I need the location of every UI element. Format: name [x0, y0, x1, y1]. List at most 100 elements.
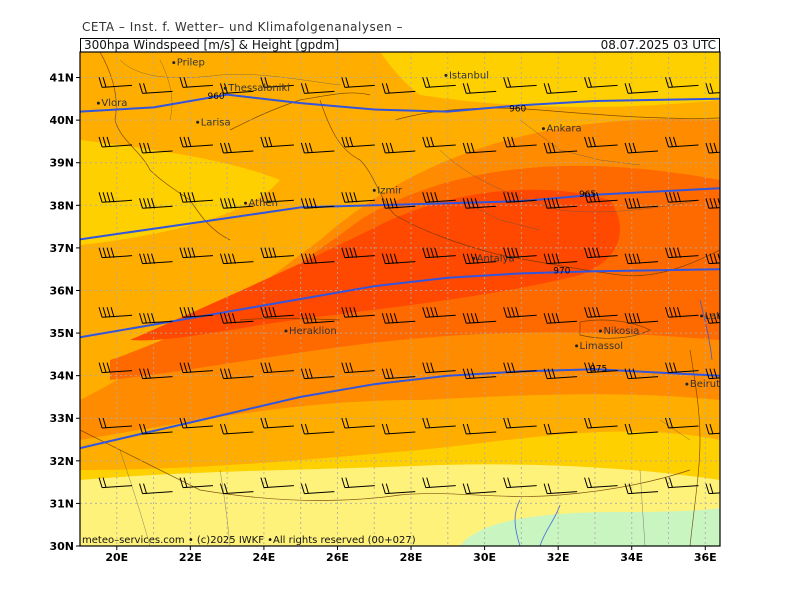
- city-marker: [284, 329, 288, 333]
- wind-barb: [624, 142, 659, 154]
- wind-barb: [260, 136, 294, 148]
- city-marker: [196, 120, 200, 124]
- wind-barb: [584, 307, 618, 318]
- wind-barb: [300, 83, 335, 94]
- city-marker: [223, 86, 227, 90]
- header-valid-time: 08.07.2025 03 UTC: [600, 38, 716, 52]
- wind-barb: [98, 136, 133, 148]
- lon-tick-label: 30E: [473, 551, 496, 564]
- wind-barb: [503, 136, 537, 148]
- wind-barb: [422, 136, 456, 148]
- wind-barb: [543, 368, 578, 380]
- wind-barb: [139, 83, 173, 94]
- wind-barb: [665, 247, 699, 259]
- city-label: Athen: [249, 198, 278, 209]
- wind-band-red-orange: [130, 189, 620, 341]
- city-marker: [685, 382, 689, 386]
- city-labels: Prilep Thessaloniki Vlora Larisa Istanbul Ank…: [96, 58, 741, 390]
- lat-tick-label: 39N: [49, 157, 74, 170]
- lon-tick-label: 34E: [620, 551, 643, 564]
- wind-barb: [665, 417, 699, 429]
- wind-barb: [300, 483, 335, 495]
- city-label: Nikosia: [603, 326, 639, 337]
- wind-barb: [300, 198, 335, 209]
- wind-barb: [503, 362, 537, 374]
- wind-barb: [260, 192, 294, 203]
- wind-barb: [462, 483, 497, 495]
- wind-barb: [462, 198, 497, 209]
- wind-barb: [422, 307, 456, 318]
- wind-barb: [381, 423, 416, 435]
- wind-barb: [705, 368, 720, 380]
- height-contours: 960 960 965 970 975: [80, 92, 720, 450]
- wind-barb: [260, 247, 294, 259]
- lat-tick-label: 34N: [49, 370, 74, 383]
- city-label: Heraklion: [289, 326, 337, 337]
- lon-tick-label: 22E: [179, 551, 202, 564]
- wind-barb: [462, 142, 497, 154]
- wind-barb: [381, 368, 416, 380]
- wind-barb: [705, 83, 720, 94]
- wind-barb: [341, 417, 375, 429]
- city-marker: [172, 61, 176, 65]
- wind-barb: [503, 417, 537, 429]
- wind-barb: [665, 362, 699, 374]
- lat-tick-label: 31N: [49, 497, 74, 510]
- wind-barb: [503, 247, 537, 259]
- wind-band-light-green: [460, 508, 720, 546]
- lat-tick-label: 40N: [49, 114, 74, 127]
- wind-barb: [98, 192, 133, 203]
- wind-barb: [300, 313, 335, 324]
- city-label: Larisa: [201, 117, 231, 128]
- height-contour-line: [80, 187, 720, 241]
- wind-barb: [341, 477, 375, 489]
- wind-barb: [341, 77, 375, 88]
- wind-barb: [98, 307, 133, 318]
- wind-barb: [503, 192, 537, 203]
- wind-barb: [543, 483, 578, 495]
- lat-tick-label: 35N: [49, 327, 74, 340]
- lon-tick-label: 26E: [326, 551, 349, 564]
- city-label: Beirut: [690, 379, 720, 390]
- wind-barb: [139, 253, 173, 265]
- wind-barb: [381, 142, 416, 154]
- wind-barb: [179, 136, 214, 148]
- wind-barb: [624, 198, 659, 209]
- wind-barb: [341, 247, 375, 259]
- header-organization: CETA – Inst. f. Wetter– und Klimafolgena…: [82, 20, 404, 34]
- wind-barb: [300, 142, 335, 154]
- height-contour-line: [80, 268, 720, 339]
- wind-barb: [179, 417, 214, 429]
- wind-barb: [98, 477, 133, 489]
- wind-barb: [219, 142, 254, 154]
- lat-tick-label: 38N: [49, 199, 74, 212]
- wind-barb: [422, 417, 456, 429]
- wind-barb: [624, 423, 659, 435]
- map-plot-area: 960 960 965 970 975 Prilep Thessaloniki Vlora L…: [80, 52, 741, 546]
- wind-barb: [179, 477, 214, 489]
- wind-barb: [584, 192, 618, 203]
- wind-barb: [219, 423, 254, 435]
- wind-barb: [98, 77, 133, 88]
- wind-barb: [705, 423, 720, 435]
- wind-barb: [139, 198, 173, 209]
- wind-barb: [462, 313, 497, 324]
- wind-barb: [260, 307, 294, 318]
- city-label: Latakia: [705, 311, 741, 322]
- wind-barb: [139, 142, 173, 154]
- wind-barb: [260, 477, 294, 489]
- wind-barb: [179, 247, 214, 259]
- height-contour-label: 960: [207, 92, 224, 102]
- wind-barb: [341, 136, 375, 148]
- wind-barb: [300, 253, 335, 265]
- wind-barb: [705, 142, 720, 154]
- height-contour-line: [80, 368, 720, 450]
- wind-barb: [98, 417, 133, 429]
- wind-barb: [584, 362, 618, 374]
- city-label: Ankara: [546, 124, 581, 135]
- wind-barbs: [98, 77, 720, 495]
- city-label: Istanbul: [449, 70, 489, 81]
- height-contour-label: 970: [553, 266, 570, 276]
- wind-barb: [179, 362, 214, 374]
